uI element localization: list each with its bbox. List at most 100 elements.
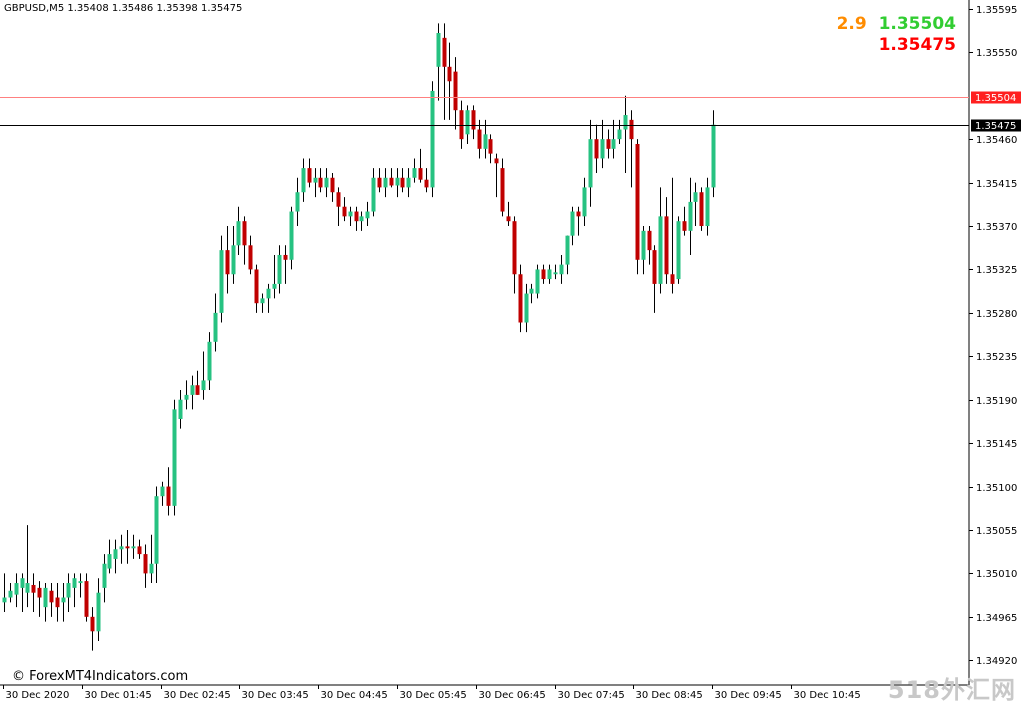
candle-body: [184, 394, 189, 400]
candle-body: [617, 129, 622, 140]
candle-body: [78, 581, 83, 584]
bullish-candle: [705, 177, 710, 236]
bearish-candle: [31, 573, 36, 612]
candle-body: [658, 216, 663, 284]
candle-body: [471, 110, 476, 130]
bullish-candle: [295, 177, 300, 227]
candle-body: [477, 129, 482, 149]
bullish-candle: [213, 293, 218, 352]
time-tick-label: 30 Dec 06:45: [479, 690, 546, 701]
bullish-candle: [201, 351, 206, 400]
candle-body: [143, 554, 148, 574]
bearish-candle: [471, 105, 476, 140]
bearish-candle: [330, 172, 335, 202]
candle-body: [225, 250, 230, 275]
bullish-candle: [611, 119, 616, 159]
candle-body: [676, 221, 681, 280]
bullish-candle: [14, 573, 19, 608]
candle-body: [447, 66, 452, 82]
candle-body: [137, 546, 142, 555]
bullish-candle: [119, 534, 124, 564]
ask-price-tag-label: 1.35504: [975, 93, 1016, 104]
bullish-candle: [154, 486, 159, 584]
candle-body: [500, 168, 505, 212]
candle-body: [559, 264, 564, 275]
candle-body: [336, 192, 341, 207]
candle-body: [2, 597, 7, 603]
candle-body: [289, 211, 294, 260]
bullish-candle: [565, 235, 570, 275]
bullish-candle: [236, 206, 241, 255]
candle-body: [149, 563, 154, 574]
bearish-candle: [354, 206, 359, 231]
candle-body: [313, 177, 318, 183]
candle-body: [178, 399, 183, 420]
bearish-candle: [664, 197, 669, 284]
candle-body: [424, 179, 429, 188]
time-tick-label: 30 Dec 02:45: [164, 690, 231, 701]
bullish-candle: [406, 168, 411, 198]
bullish-candle: [313, 168, 318, 198]
candle-body: [436, 33, 441, 67]
candle-body: [8, 590, 13, 598]
candle-body: [453, 71, 458, 111]
bearish-candle: [254, 264, 259, 313]
candle-body: [213, 312, 218, 342]
bullish-candle: [190, 375, 195, 410]
candle-body: [49, 590, 54, 603]
bullish-candle: [465, 105, 470, 144]
candle-body: [254, 269, 259, 304]
candle-body: [535, 269, 540, 294]
candle-body: [260, 298, 265, 304]
bullish-candle: [383, 168, 388, 198]
candle-body: [389, 177, 394, 186]
price-axis-labels: 1.35595 1.35550 1.35460 1.35415 1.35370 1.353…: [969, 5, 1017, 667]
bullish-candle: [231, 226, 236, 284]
candle-body: [131, 546, 136, 549]
candle-body: [190, 385, 195, 395]
bearish-candle: [195, 370, 200, 395]
price-tick-label: 1.35010: [976, 569, 1017, 580]
candle-body: [377, 177, 382, 188]
candle-body: [266, 288, 271, 299]
candle-body: [635, 143, 640, 260]
candle-body: [154, 496, 159, 564]
candle-body: [553, 272, 558, 275]
bullish-candle: [172, 399, 177, 516]
bullish-candle: [72, 573, 77, 608]
bearish-candle: [389, 168, 394, 188]
time-tick-label: 30 Dec 05:45: [400, 690, 467, 701]
time-tick-label: 30 Dec 04:45: [321, 690, 388, 701]
candle-body: [518, 274, 523, 323]
candle-body: [547, 269, 552, 280]
bullish-candle: [365, 201, 370, 227]
bullish-candle: [289, 206, 294, 270]
price-tick-label: 1.35235: [976, 352, 1017, 363]
time-tick-label: 30 Dec 08:45: [636, 690, 703, 701]
bearish-candle: [55, 583, 60, 622]
candle-body: [412, 168, 417, 178]
bullish-candle: [8, 583, 13, 603]
price-tick-label: 1.34965: [976, 613, 1017, 624]
bullish-candle: [2, 573, 7, 612]
candle-body: [25, 583, 30, 593]
bullish-candle: [96, 578, 101, 641]
bearish-candle: [453, 57, 458, 130]
bearish-candle: [242, 216, 247, 265]
time-tick-label: 30 Dec 03:45: [242, 690, 309, 701]
bearish-candle: [500, 158, 505, 217]
bearish-candle: [594, 124, 599, 173]
price-tick-label: 1.35280: [976, 309, 1017, 320]
bullish-candle: [711, 110, 716, 198]
bullish-candle: [676, 216, 681, 284]
candle-body: [588, 139, 593, 188]
candle-body: [37, 587, 42, 598]
bearish-candle: [629, 110, 634, 188]
candle-body: [664, 216, 669, 275]
candle-body: [66, 583, 71, 598]
candle-body: [647, 230, 652, 251]
bid-price-value: 1.35475: [878, 35, 956, 55]
candle-body: [418, 168, 423, 180]
